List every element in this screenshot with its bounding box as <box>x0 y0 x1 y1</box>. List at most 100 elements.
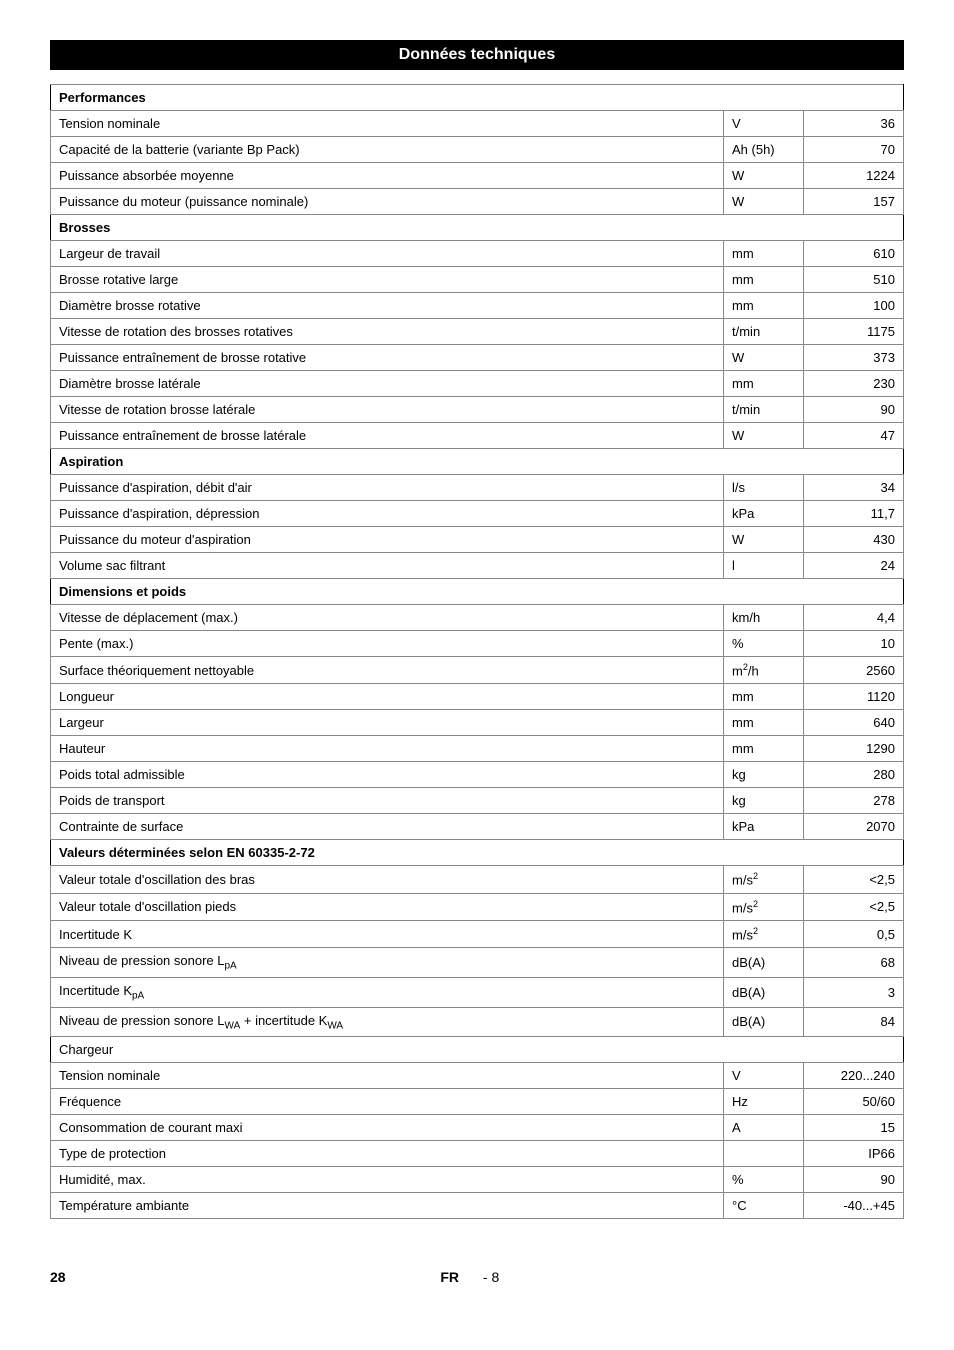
row-label: Surface théoriquement nettoyable <box>51 657 724 684</box>
row-value: 510 <box>804 267 904 293</box>
row-label: Puissance d'aspiration, débit d'air <box>51 475 724 501</box>
row-unit: W <box>724 345 804 371</box>
table-row: Incertitude Km/s20,5 <box>51 920 904 947</box>
row-unit: W <box>724 423 804 449</box>
row-unit: dB(A) <box>724 977 804 1007</box>
row-unit: V <box>724 1063 804 1089</box>
footer-center: FR - 8 <box>66 1269 874 1285</box>
row-value: 24 <box>804 553 904 579</box>
table-row: Puissance entraînement de brosse rotativ… <box>51 345 904 371</box>
row-unit: W <box>724 527 804 553</box>
row-value: 1175 <box>804 319 904 345</box>
row-label: Niveau de pression sonore LWA + incertit… <box>51 1007 724 1037</box>
footer-page-left: 28 <box>50 1269 66 1285</box>
row-value: 640 <box>804 710 904 736</box>
row-label: Diamètre brosse rotative <box>51 293 724 319</box>
row-value: 1290 <box>804 736 904 762</box>
row-label: Poids total admissible <box>51 762 724 788</box>
row-value: 70 <box>804 137 904 163</box>
row-unit: m/s2 <box>724 920 804 947</box>
section-heading: Performances <box>51 85 904 111</box>
row-value: <2,5 <box>804 866 904 893</box>
row-unit: mm <box>724 736 804 762</box>
row-value: 34 <box>804 475 904 501</box>
table-row: Puissance d'aspiration, débit d'airl/s34 <box>51 475 904 501</box>
table-row: Vitesse de rotation brosse latéralet/min… <box>51 397 904 423</box>
row-unit: m/s2 <box>724 866 804 893</box>
row-label: Valeur totale d'oscillation pieds <box>51 893 724 920</box>
row-label: Fréquence <box>51 1089 724 1115</box>
row-label: Incertitude KpA <box>51 977 724 1007</box>
row-label: Diamètre brosse latérale <box>51 371 724 397</box>
row-unit: Hz <box>724 1089 804 1115</box>
row-label: Vitesse de rotation brosse latérale <box>51 397 724 423</box>
row-unit: W <box>724 163 804 189</box>
row-unit: mm <box>724 710 804 736</box>
section-heading: Chargeur <box>51 1037 904 1063</box>
row-label: Vitesse de déplacement (max.) <box>51 605 724 631</box>
row-unit: t/min <box>724 319 804 345</box>
table-row: Contrainte de surfacekPa2070 <box>51 814 904 840</box>
row-label: Largeur de travail <box>51 241 724 267</box>
table-row: Niveau de pression sonore LpAdB(A)68 <box>51 948 904 978</box>
row-value: 373 <box>804 345 904 371</box>
table-row: Tension nominaleV220...240 <box>51 1063 904 1089</box>
table-row: Volume sac filtrantl24 <box>51 553 904 579</box>
row-unit: dB(A) <box>724 948 804 978</box>
row-label: Puissance d'aspiration, dépression <box>51 501 724 527</box>
row-label: Volume sac filtrant <box>51 553 724 579</box>
row-label: Brosse rotative large <box>51 267 724 293</box>
row-label: Tension nominale <box>51 1063 724 1089</box>
section-heading: Brosses <box>51 215 904 241</box>
row-label: Puissance du moteur d'aspiration <box>51 527 724 553</box>
table-row: Largeur de travailmm610 <box>51 241 904 267</box>
table-row: Hauteurmm1290 <box>51 736 904 762</box>
table-row: Valeur totale d'oscillation piedsm/s2<2,… <box>51 893 904 920</box>
row-value: 0,5 <box>804 920 904 947</box>
row-value: 100 <box>804 293 904 319</box>
row-value: 90 <box>804 1167 904 1193</box>
row-unit: W <box>724 189 804 215</box>
row-label: Consommation de courant maxi <box>51 1115 724 1141</box>
row-value: 220...240 <box>804 1063 904 1089</box>
row-value: 10 <box>804 631 904 657</box>
row-unit: t/min <box>724 397 804 423</box>
row-value: <2,5 <box>804 893 904 920</box>
row-label: Hauteur <box>51 736 724 762</box>
row-label: Puissance entraînement de brosse latéral… <box>51 423 724 449</box>
row-value: -40...+45 <box>804 1193 904 1219</box>
footer-spacer <box>874 1269 904 1285</box>
row-value: 15 <box>804 1115 904 1141</box>
row-value: 2560 <box>804 657 904 684</box>
row-unit: % <box>724 631 804 657</box>
table-row: Incertitude KpAdB(A)3 <box>51 977 904 1007</box>
row-value: 47 <box>804 423 904 449</box>
row-value: 157 <box>804 189 904 215</box>
row-label: Capacité de la batterie (variante Bp Pac… <box>51 137 724 163</box>
row-unit: % <box>724 1167 804 1193</box>
row-label: Type de protection <box>51 1141 724 1167</box>
row-value: 430 <box>804 527 904 553</box>
table-row: Longueurmm1120 <box>51 684 904 710</box>
row-value: 84 <box>804 1007 904 1037</box>
row-unit: mm <box>724 267 804 293</box>
row-unit: kPa <box>724 814 804 840</box>
row-unit: mm <box>724 371 804 397</box>
row-label: Largeur <box>51 710 724 736</box>
row-label: Incertitude K <box>51 920 724 947</box>
row-value: 3 <box>804 977 904 1007</box>
table-row: Puissance d'aspiration, dépressionkPa11,… <box>51 501 904 527</box>
table-row: FréquenceHz50/60 <box>51 1089 904 1115</box>
row-label: Valeur totale d'oscillation des bras <box>51 866 724 893</box>
page-title: Données techniques <box>50 40 904 70</box>
page-footer: 28 FR - 8 <box>50 1269 904 1285</box>
row-label: Poids de transport <box>51 788 724 814</box>
row-value: 280 <box>804 762 904 788</box>
row-value: 1120 <box>804 684 904 710</box>
row-unit: km/h <box>724 605 804 631</box>
table-row: Puissance entraînement de brosse latéral… <box>51 423 904 449</box>
row-unit <box>724 1141 804 1167</box>
table-row: Valeur totale d'oscillation des brasm/s2… <box>51 866 904 893</box>
row-value: 68 <box>804 948 904 978</box>
row-label: Température ambiante <box>51 1193 724 1219</box>
